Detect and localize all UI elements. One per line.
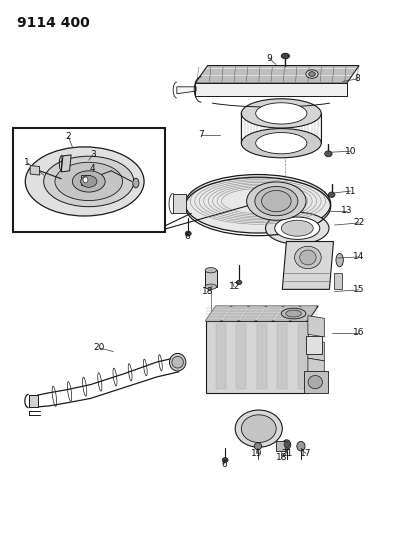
Ellipse shape <box>286 310 301 317</box>
Polygon shape <box>195 83 347 96</box>
Ellipse shape <box>281 53 289 59</box>
Ellipse shape <box>297 441 305 451</box>
Text: 9: 9 <box>266 54 272 62</box>
Text: 5: 5 <box>96 180 102 189</box>
Polygon shape <box>308 358 324 379</box>
Text: 6: 6 <box>184 232 190 241</box>
Text: 2: 2 <box>65 132 71 141</box>
Text: 20: 20 <box>93 343 105 352</box>
Ellipse shape <box>306 70 318 78</box>
Polygon shape <box>206 321 308 393</box>
Ellipse shape <box>295 246 321 269</box>
Text: 22: 22 <box>353 219 365 228</box>
Ellipse shape <box>72 171 105 192</box>
Polygon shape <box>274 306 299 321</box>
Ellipse shape <box>83 177 88 183</box>
Polygon shape <box>177 87 196 94</box>
Ellipse shape <box>81 175 97 187</box>
Text: 7: 7 <box>199 130 204 139</box>
Polygon shape <box>61 155 71 172</box>
Polygon shape <box>333 273 342 289</box>
Text: 8: 8 <box>354 74 360 83</box>
Polygon shape <box>28 395 38 407</box>
Ellipse shape <box>266 212 329 244</box>
Ellipse shape <box>325 151 332 157</box>
Ellipse shape <box>300 250 316 265</box>
Polygon shape <box>195 66 359 83</box>
Ellipse shape <box>169 353 186 371</box>
Polygon shape <box>298 324 308 389</box>
Polygon shape <box>257 306 282 321</box>
Text: 12: 12 <box>229 282 240 291</box>
Polygon shape <box>306 336 322 354</box>
Ellipse shape <box>205 284 217 289</box>
Polygon shape <box>205 270 217 287</box>
Ellipse shape <box>281 220 313 236</box>
Ellipse shape <box>236 280 242 285</box>
Polygon shape <box>206 306 230 321</box>
Text: 14: 14 <box>353 253 365 261</box>
Ellipse shape <box>241 128 321 158</box>
Ellipse shape <box>133 178 139 188</box>
Ellipse shape <box>185 174 330 233</box>
Ellipse shape <box>241 415 276 442</box>
Ellipse shape <box>336 254 343 266</box>
Text: 10: 10 <box>345 147 357 156</box>
Text: 18: 18 <box>275 454 287 463</box>
Text: 15: 15 <box>353 285 365 294</box>
Text: 13: 13 <box>341 206 353 215</box>
Polygon shape <box>308 340 324 361</box>
Ellipse shape <box>309 71 315 76</box>
Polygon shape <box>240 306 265 321</box>
Ellipse shape <box>328 192 335 197</box>
Text: 18: 18 <box>202 287 213 296</box>
Text: 19: 19 <box>251 449 263 458</box>
Polygon shape <box>81 175 90 184</box>
Text: 4: 4 <box>90 164 96 173</box>
Text: 3: 3 <box>90 150 96 159</box>
Polygon shape <box>282 241 333 289</box>
Ellipse shape <box>241 99 321 128</box>
Ellipse shape <box>255 187 298 216</box>
Ellipse shape <box>284 442 289 448</box>
Ellipse shape <box>25 147 144 216</box>
Ellipse shape <box>254 443 262 450</box>
Polygon shape <box>276 441 285 451</box>
Polygon shape <box>173 194 186 213</box>
Bar <box>13 128 164 232</box>
Ellipse shape <box>256 133 307 154</box>
Polygon shape <box>30 165 39 175</box>
Text: 16: 16 <box>353 328 365 337</box>
Ellipse shape <box>172 357 183 368</box>
Polygon shape <box>308 316 324 337</box>
Ellipse shape <box>222 458 228 463</box>
Polygon shape <box>206 306 318 321</box>
Ellipse shape <box>235 410 282 447</box>
Polygon shape <box>223 306 247 321</box>
Ellipse shape <box>185 231 191 236</box>
Polygon shape <box>277 324 287 389</box>
Ellipse shape <box>281 308 306 319</box>
Text: 11: 11 <box>345 187 357 196</box>
Polygon shape <box>236 324 247 389</box>
Ellipse shape <box>262 190 291 212</box>
Ellipse shape <box>205 268 217 273</box>
Ellipse shape <box>55 163 122 200</box>
Polygon shape <box>257 324 267 389</box>
Ellipse shape <box>275 217 320 239</box>
Ellipse shape <box>308 375 323 389</box>
Text: 6: 6 <box>221 460 227 469</box>
Ellipse shape <box>256 103 307 124</box>
Text: 9114 400: 9114 400 <box>17 15 90 29</box>
Polygon shape <box>291 306 316 321</box>
Polygon shape <box>216 324 226 389</box>
Polygon shape <box>304 372 328 393</box>
Ellipse shape <box>282 440 291 449</box>
Text: 17: 17 <box>300 449 312 458</box>
Ellipse shape <box>44 156 134 207</box>
Text: 21: 21 <box>281 449 292 458</box>
Ellipse shape <box>247 182 306 220</box>
Text: 1: 1 <box>24 158 30 167</box>
